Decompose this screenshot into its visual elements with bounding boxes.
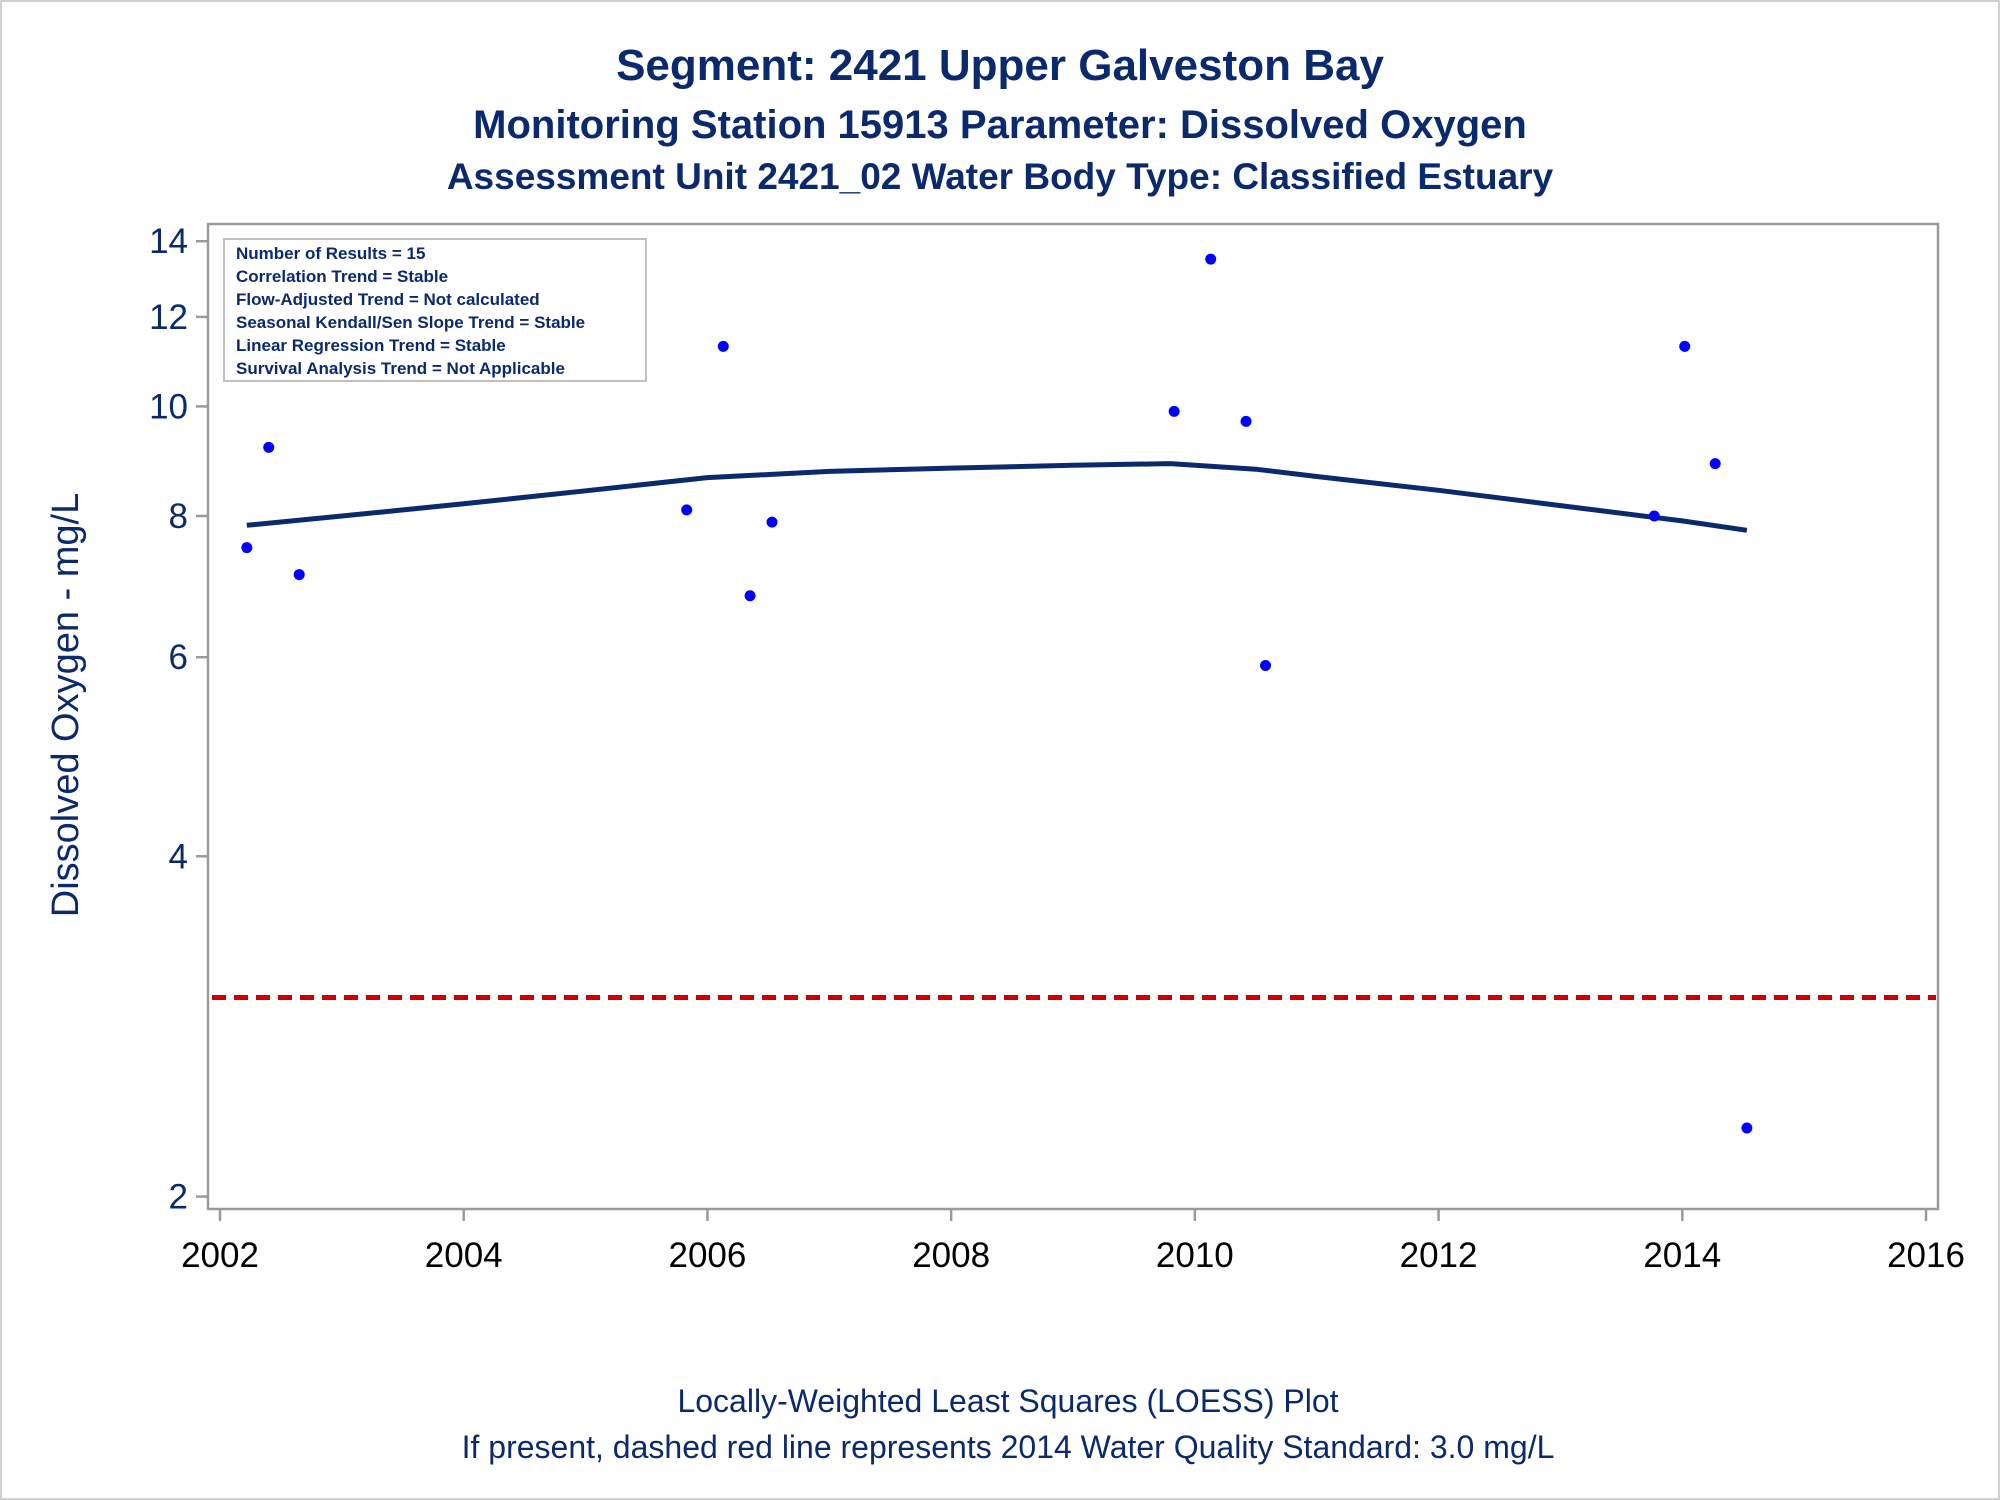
x-tick-label-2014: 2014 [1643,1236,1721,1275]
data-point-8 [1168,405,1180,417]
stat-correlation-trend: Correlation Trend = Stable [236,267,448,286]
y-tick-label-8: 8 [169,497,188,536]
data-point-12 [1648,510,1660,522]
chart-subtitle: Monitoring Station 15913 Parameter: Diss… [473,103,1527,147]
data-point-6 [744,590,756,602]
stats-box: Number of Results = 15 Correlation Trend… [223,238,647,382]
chart-title: Segment: 2421 Upper Galveston Bay [616,41,1384,90]
stats-box-frame [223,238,647,382]
plot-area [206,222,1940,1211]
x-tick-label-2008: 2008 [912,1236,990,1275]
footnote-standard: If present, dashed red line represents 2… [462,1429,1555,1465]
data-point-1 [241,542,253,554]
x-tick-label-2010: 2010 [1156,1236,1234,1275]
y-axis-label: Dissolved Oxygen - mg/L [45,493,87,918]
x-axis: 2002 2004 2006 2008 2010 2012 2014 2016 [181,1209,1965,1275]
chart-subtitle-2: Assessment Unit 2421_02 Water Body Type:… [447,156,1554,197]
data-point-11 [1260,659,1272,671]
stat-seasonal-kendall-trend: Seasonal Kendall/Sen Slope Trend = Stabl… [236,313,585,332]
data-point-9 [1205,253,1217,265]
x-tick-label-2002: 2002 [181,1236,259,1275]
data-point-7 [766,516,778,528]
stat-number-of-results: Number of Results = 15 [236,244,425,263]
y-tick-label-2: 2 [169,1178,188,1217]
data-point-15 [1741,1122,1753,1134]
stat-linear-regression-trend: Linear Regression Trend = Stable [236,336,506,355]
data-point-10 [1240,415,1252,427]
stat-survival-analysis-trend: Survival Analysis Trend = Not Applicable [236,359,565,378]
data-point-5 [717,340,729,352]
data-point-3 [293,569,305,581]
data-point-2 [263,441,275,453]
data-point-4 [681,504,693,516]
y-tick-label-12: 12 [149,298,188,337]
y-tick-label-6: 6 [169,638,188,677]
y-tick-label-14: 14 [149,222,188,261]
footnote-loess: Locally-Weighted Least Squares (LOESS) P… [677,1383,1338,1419]
stat-flow-adjusted-trend: Flow-Adjusted Trend = Not calculated [236,290,540,309]
x-tick-label-2006: 2006 [668,1236,746,1275]
data-point-14 [1709,458,1721,470]
y-axis: 2 4 6 8 10 12 14 [149,222,208,1217]
x-tick-label-2012: 2012 [1400,1236,1478,1275]
y-tick-label-4: 4 [169,837,188,876]
loess-curve [246,461,1748,533]
data-point-13 [1679,340,1691,352]
x-tick-label-2016: 2016 [1887,1236,1965,1275]
x-tick-label-2004: 2004 [425,1236,503,1275]
y-tick-label-10: 10 [149,387,188,426]
data-points [241,253,1753,1134]
